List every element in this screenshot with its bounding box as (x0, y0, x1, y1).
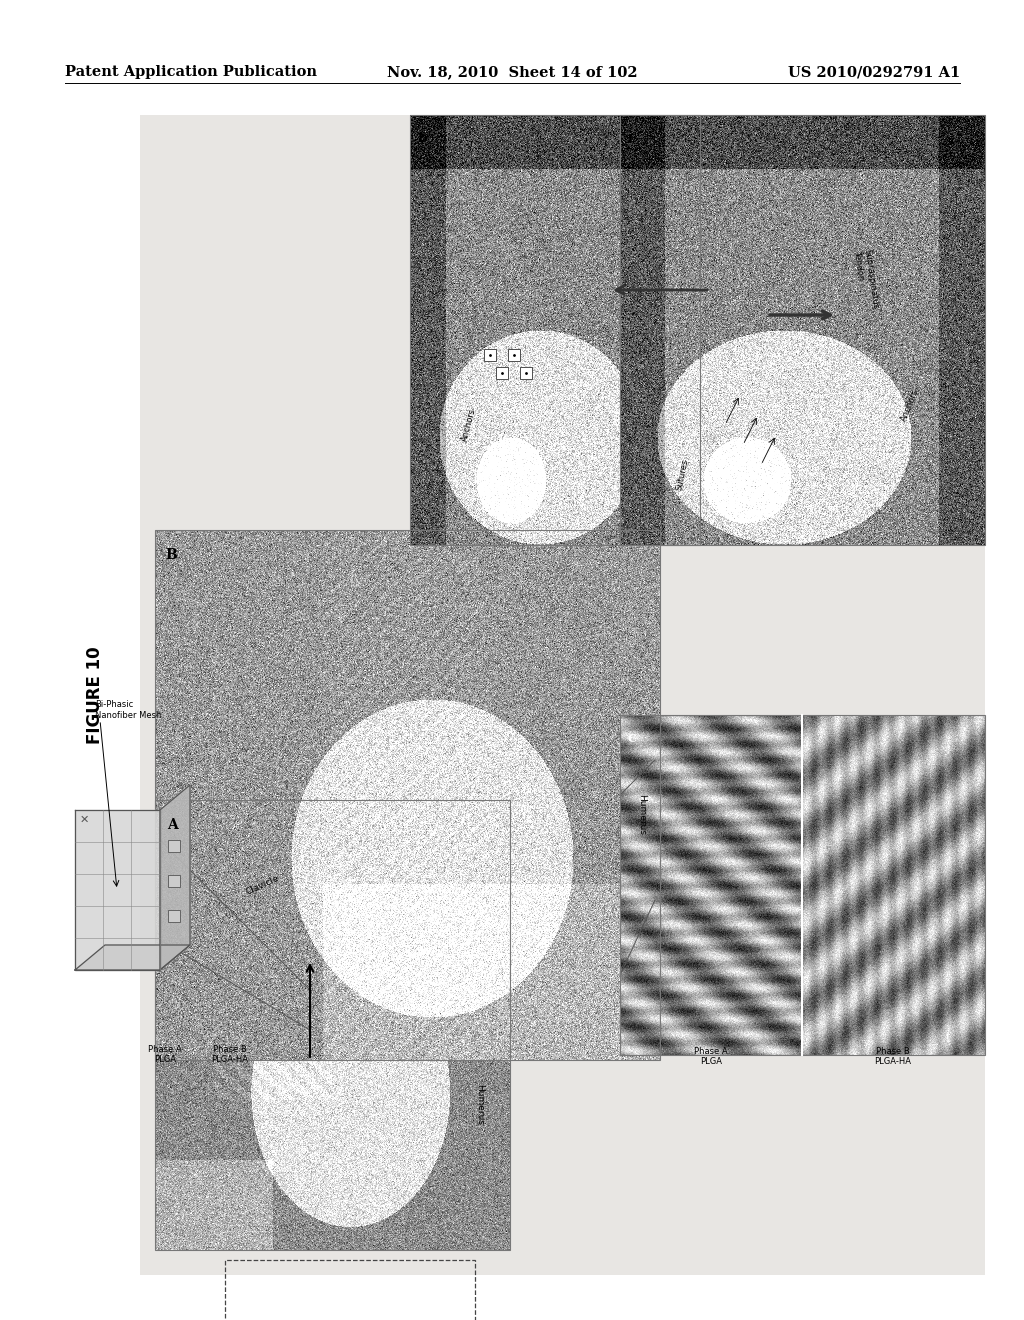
Bar (168, 909, 180, 921)
Bar (225, 1261, 475, 1320)
Bar (168, 875, 180, 887)
Bar (155, 531, 660, 1060)
Bar (508, 348, 520, 360)
Bar (140, 115, 985, 1275)
Bar (168, 840, 180, 851)
Bar (155, 800, 510, 1250)
Text: Nov. 18, 2010  Sheet 14 of 102: Nov. 18, 2010 Sheet 14 of 102 (387, 65, 637, 79)
Text: Anchors: Anchors (460, 408, 477, 442)
Text: Supraspinatus
Tendon: Supraspinatus Tendon (852, 248, 880, 312)
Text: Bi-Phasic
Nanofiber Mesh: Bi-Phasic Nanofiber Mesh (95, 701, 162, 719)
Text: Humerus: Humerus (638, 795, 646, 836)
Bar (496, 367, 508, 379)
Text: US 2010/0292791 A1: US 2010/0292791 A1 (787, 65, 961, 79)
Text: Phase B
PLGA-HA: Phase B PLGA-HA (874, 1047, 911, 1067)
Text: Humerus: Humerus (475, 1085, 484, 1126)
Text: E: E (628, 133, 637, 144)
Bar (620, 115, 985, 545)
Text: Patent Application Publication: Patent Application Publication (65, 65, 317, 79)
Text: Clavicle: Clavicle (245, 874, 282, 896)
Text: B: B (165, 548, 177, 562)
Text: ✕: ✕ (80, 814, 89, 825)
Text: C: C (628, 733, 637, 744)
Bar (620, 715, 985, 1055)
Polygon shape (160, 785, 190, 970)
Text: Sutures: Sutures (675, 458, 690, 492)
Polygon shape (75, 945, 190, 970)
Text: Phase B
PLGA-HA: Phase B PLGA-HA (212, 1045, 249, 1064)
Text: A: A (167, 818, 178, 832)
Text: Phase A
PLGA: Phase A PLGA (148, 1045, 182, 1064)
Text: Anchors: Anchors (899, 388, 921, 422)
Text: Phase A
PLGA: Phase A PLGA (694, 1047, 728, 1067)
Polygon shape (75, 810, 160, 970)
Bar (410, 115, 700, 545)
Text: D: D (418, 133, 428, 144)
Bar (484, 348, 496, 360)
Text: FIGURE 10: FIGURE 10 (86, 647, 104, 743)
Bar (520, 367, 532, 379)
